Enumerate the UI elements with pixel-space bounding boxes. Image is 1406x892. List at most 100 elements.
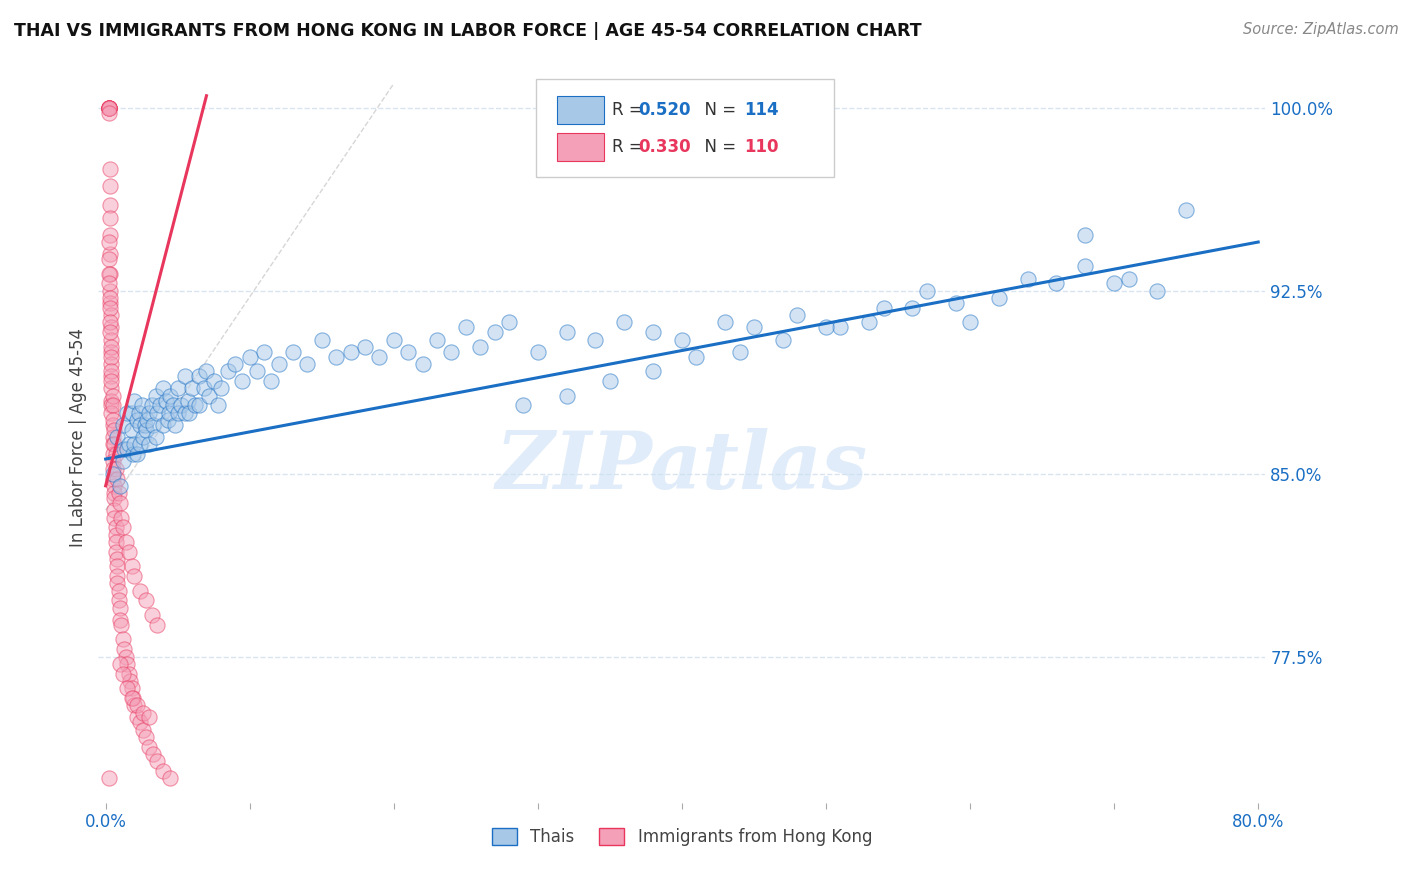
Point bbox=[101, 413, 124, 427]
Point bbox=[311, 333, 333, 347]
Point bbox=[149, 398, 172, 412]
Point bbox=[173, 406, 195, 420]
Point bbox=[101, 454, 124, 468]
Point bbox=[100, 381, 122, 395]
Text: N =: N = bbox=[693, 137, 741, 156]
Point bbox=[101, 430, 124, 444]
Point bbox=[101, 417, 124, 432]
Point bbox=[122, 447, 145, 461]
Point bbox=[858, 316, 880, 330]
Text: R =: R = bbox=[612, 101, 648, 120]
Point bbox=[512, 398, 534, 412]
Point bbox=[585, 333, 607, 347]
Point bbox=[671, 333, 693, 347]
Point bbox=[368, 350, 391, 364]
Point bbox=[195, 364, 218, 378]
Point bbox=[135, 730, 157, 744]
FancyBboxPatch shape bbox=[536, 78, 834, 178]
Y-axis label: In Labor Force | Age 45-54: In Labor Force | Age 45-54 bbox=[69, 327, 87, 547]
Point bbox=[107, 583, 129, 598]
Point bbox=[97, 252, 120, 266]
Point bbox=[145, 389, 167, 403]
Point bbox=[118, 437, 141, 451]
Point bbox=[98, 325, 121, 339]
Point bbox=[440, 344, 463, 359]
Point bbox=[742, 320, 765, 334]
Point bbox=[105, 569, 128, 583]
Point bbox=[100, 369, 122, 384]
Point bbox=[98, 301, 121, 315]
Point bbox=[104, 544, 127, 558]
Point bbox=[103, 423, 125, 437]
Point bbox=[98, 267, 121, 281]
Point bbox=[1045, 277, 1067, 291]
Point bbox=[112, 642, 135, 657]
Text: R =: R = bbox=[612, 137, 648, 156]
Point bbox=[217, 364, 239, 378]
Point bbox=[146, 755, 169, 769]
Point bbox=[107, 486, 129, 500]
Point bbox=[97, 101, 120, 115]
Point bbox=[101, 437, 124, 451]
Point bbox=[207, 398, 229, 412]
Point bbox=[146, 406, 169, 420]
Point bbox=[97, 101, 120, 115]
Point bbox=[97, 277, 120, 291]
Point bbox=[108, 496, 131, 510]
Point bbox=[915, 284, 938, 298]
Point bbox=[127, 447, 149, 461]
Point bbox=[987, 291, 1010, 305]
Point bbox=[169, 398, 191, 412]
Point bbox=[100, 406, 122, 420]
Point bbox=[786, 308, 808, 322]
Point bbox=[108, 657, 131, 671]
Point bbox=[555, 389, 578, 403]
Point bbox=[152, 417, 174, 432]
Point bbox=[98, 291, 121, 305]
Text: 0.520: 0.520 bbox=[638, 101, 692, 120]
Point bbox=[120, 673, 142, 688]
Point bbox=[100, 308, 122, 322]
FancyBboxPatch shape bbox=[557, 96, 603, 124]
Legend: Thais, Immigrants from Hong Kong: Thais, Immigrants from Hong Kong bbox=[485, 822, 879, 853]
Point bbox=[103, 510, 125, 524]
Point bbox=[124, 698, 146, 713]
Point bbox=[110, 510, 132, 524]
Point bbox=[111, 632, 134, 647]
Point bbox=[98, 296, 121, 310]
FancyBboxPatch shape bbox=[557, 133, 603, 161]
Point bbox=[339, 344, 361, 359]
Point bbox=[555, 325, 578, 339]
Point bbox=[101, 398, 124, 412]
Point bbox=[100, 320, 122, 334]
Text: Source: ZipAtlas.com: Source: ZipAtlas.com bbox=[1243, 22, 1399, 37]
Point bbox=[325, 350, 347, 364]
Point bbox=[267, 357, 290, 371]
Point bbox=[1074, 227, 1097, 242]
Point bbox=[115, 442, 138, 457]
Point bbox=[103, 437, 125, 451]
Point bbox=[281, 344, 304, 359]
Point bbox=[108, 479, 131, 493]
Point bbox=[177, 393, 200, 408]
Point bbox=[382, 333, 405, 347]
Point bbox=[101, 471, 124, 485]
Point bbox=[138, 710, 160, 724]
Point bbox=[105, 430, 128, 444]
Point bbox=[104, 462, 127, 476]
Point bbox=[103, 491, 125, 505]
Point bbox=[132, 430, 155, 444]
Point bbox=[100, 364, 122, 378]
Point bbox=[97, 105, 120, 120]
Point bbox=[426, 333, 449, 347]
Point bbox=[246, 364, 269, 378]
Point bbox=[188, 369, 211, 384]
Point bbox=[193, 381, 215, 395]
Point bbox=[159, 772, 181, 786]
Point bbox=[100, 340, 122, 354]
Point bbox=[188, 398, 211, 412]
Point bbox=[945, 296, 967, 310]
Point bbox=[173, 369, 195, 384]
Point bbox=[100, 398, 122, 412]
Point bbox=[166, 406, 188, 420]
